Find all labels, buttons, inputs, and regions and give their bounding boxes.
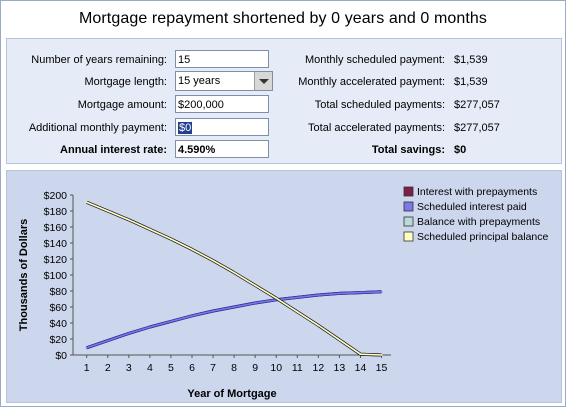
scheduled-principal-balance-point bbox=[359, 353, 362, 355]
x-tick-label: 3 bbox=[126, 362, 132, 374]
x-tick-label: 6 bbox=[189, 362, 195, 374]
scheduled-principal-balance-point bbox=[106, 210, 109, 212]
scheduled-interest-paid-point bbox=[85, 347, 88, 349]
scheduled-interest-paid-point bbox=[296, 296, 299, 299]
scheduled-interest-paid-point bbox=[380, 291, 383, 293]
scheduled-principal-balance-point bbox=[85, 201, 88, 203]
years-remaining-input[interactable]: 15 bbox=[175, 50, 269, 68]
scheduled-principal-balance-point bbox=[275, 297, 278, 299]
monthly-accelerated-label: Monthly accelerated payment: bbox=[298, 76, 445, 88]
page-title: Mortgage repayment shortened by 0 years … bbox=[78, 10, 488, 27]
scheduled-interest-paid-point bbox=[128, 332, 130, 335]
scheduled-principal-balance-point bbox=[128, 219, 130, 221]
monthly-accelerated-value: $1,539 bbox=[454, 76, 488, 88]
legend-label: Interest with prepayments bbox=[417, 186, 537, 198]
x-tick-label: 10 bbox=[270, 362, 282, 374]
scheduled-principal-balance-point bbox=[296, 311, 299, 313]
mortgage-amount-input[interactable]: $200,000 bbox=[175, 95, 269, 113]
y-tick-label: $120 bbox=[44, 254, 68, 266]
scheduled-principal-balance-point bbox=[254, 284, 256, 287]
total-accelerated-value: $277,057 bbox=[454, 122, 500, 134]
x-tick-label: 15 bbox=[376, 362, 388, 374]
total-savings-value: $0 bbox=[454, 144, 467, 156]
scheduled-principal-balance-point bbox=[170, 238, 172, 240]
scheduled-principal-balance-point bbox=[149, 228, 151, 231]
scheduled-principal-balance-point bbox=[380, 354, 383, 356]
legend-label: Balance with prepayments bbox=[417, 216, 540, 228]
x-tick-label: 8 bbox=[231, 362, 237, 374]
legend-swatch bbox=[403, 186, 414, 197]
additional-payment-value: $0 bbox=[178, 122, 193, 134]
x-tick-label: 13 bbox=[334, 362, 346, 374]
x-tick-label: 2 bbox=[105, 362, 111, 374]
scheduled-interest-paid-point bbox=[338, 292, 341, 295]
scheduled-principal-balance-point bbox=[212, 259, 214, 262]
total-scheduled-label: Total scheduled payments: bbox=[314, 99, 445, 111]
x-tick-label: 1 bbox=[84, 362, 90, 374]
scheduled-interest-paid-point bbox=[359, 291, 362, 294]
x-axis-label: Year of Mortgage bbox=[187, 388, 276, 400]
legend-swatch bbox=[403, 231, 414, 242]
scheduled-interest-paid-point bbox=[149, 326, 151, 328]
scheduled-interest-paid-point bbox=[106, 339, 109, 342]
x-tick-label: 12 bbox=[313, 362, 325, 374]
scheduled-principal-balance-point bbox=[191, 248, 193, 251]
x-tick-label: 11 bbox=[292, 362, 303, 374]
y-tick-label: $100 bbox=[44, 270, 68, 282]
chart-legend: Interest with prepayments Scheduled inter… bbox=[403, 186, 549, 243]
y-tick-label: $40 bbox=[49, 318, 67, 330]
scheduled-interest-paid-point bbox=[233, 306, 235, 308]
y-tick-label: $20 bbox=[49, 334, 67, 346]
y-tick-label: $160 bbox=[44, 222, 68, 234]
scheduled-principal-balance-point bbox=[233, 271, 235, 274]
additional-payment-input[interactable]: $0 bbox=[175, 118, 269, 136]
legend-label: Scheduled interest paid bbox=[417, 201, 527, 213]
scheduled-principal-balance-point bbox=[317, 324, 320, 327]
chart-panel: $0 $20 $40 $60 $80 $100 $120 $140 $160 $180 $200 1 2… bbox=[6, 170, 562, 403]
x-tick-label: 9 bbox=[252, 362, 258, 374]
legend-swatch bbox=[403, 216, 414, 227]
x-tick-label: 14 bbox=[355, 362, 367, 374]
interest-rate-label: Annual interest rate: bbox=[60, 144, 167, 156]
y-tick-label: $0 bbox=[55, 350, 67, 362]
y-tick-label: $60 bbox=[49, 302, 67, 314]
years-remaining-label: Number of years remaining: bbox=[31, 54, 167, 66]
y-axis-label: Thousands of Dollars bbox=[18, 219, 30, 331]
scheduled-interest-paid-point bbox=[317, 294, 320, 296]
legend-swatch bbox=[403, 201, 414, 212]
mortgage-length-value: 15 years bbox=[178, 75, 221, 87]
scheduled-principal-balance-point bbox=[338, 339, 341, 341]
x-tick-label: 7 bbox=[210, 362, 216, 374]
mortgage-length-select[interactable]: 15 years bbox=[175, 71, 273, 91]
legend-label: Scheduled principal balance bbox=[417, 231, 549, 243]
total-scheduled-value: $277,057 bbox=[454, 99, 500, 111]
input-panel: Number of years remaining: 15 Mortgage l… bbox=[6, 38, 562, 164]
scheduled-interest-paid-point bbox=[191, 315, 193, 317]
scheduled-interest-paid-point bbox=[170, 320, 172, 323]
interest-rate-input[interactable]: 4.590% bbox=[175, 140, 269, 158]
scheduled-interest-paid-point bbox=[212, 310, 214, 312]
mortgage-amount-label: Mortgage amount: bbox=[77, 99, 167, 111]
y-tick-label: $180 bbox=[44, 206, 68, 218]
total-savings-label: Total savings: bbox=[371, 144, 445, 156]
chevron-down-icon[interactable] bbox=[254, 72, 272, 90]
additional-payment-label: Additional monthly payment: bbox=[28, 122, 167, 134]
y-tick-label: $200 bbox=[44, 190, 68, 202]
scheduled-interest-paid-point bbox=[254, 302, 256, 304]
monthly-scheduled-value: $1,539 bbox=[454, 54, 488, 66]
mortgage-length-label: Mortgage length: bbox=[84, 76, 167, 88]
monthly-scheduled-label: Monthly scheduled payment: bbox=[304, 54, 445, 66]
y-tick-label: $80 bbox=[49, 286, 67, 298]
total-accelerated-label: Total accelerated payments: bbox=[308, 122, 445, 134]
x-tick-label: 5 bbox=[168, 362, 174, 374]
x-tick-label: 4 bbox=[147, 362, 153, 374]
y-tick-label: $140 bbox=[44, 238, 68, 250]
